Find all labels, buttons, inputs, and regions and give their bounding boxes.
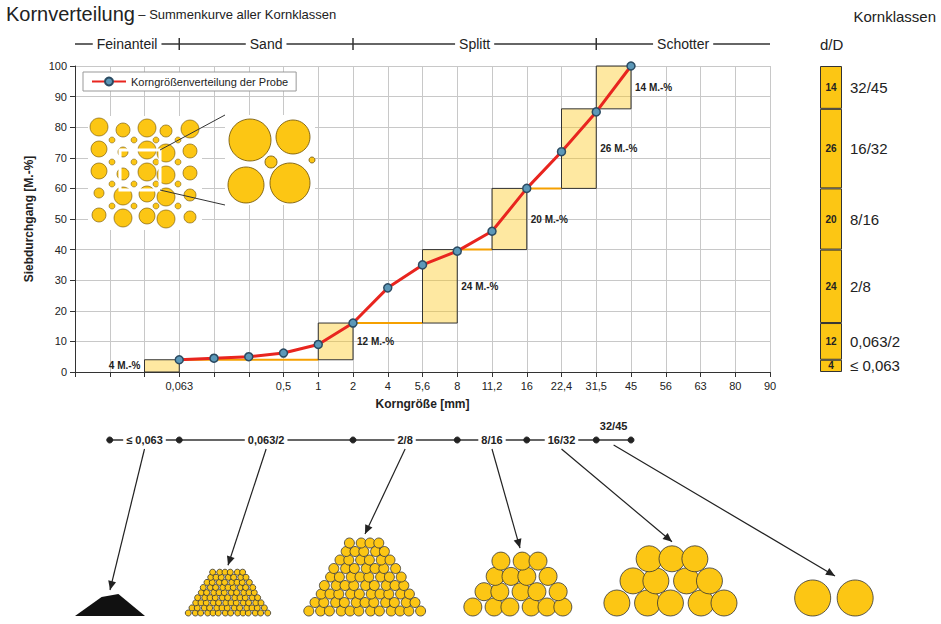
svg-text:26: 26: [825, 143, 837, 154]
svg-text:Korngrößenverteilung der Probe: Korngrößenverteilung der Probe: [131, 76, 288, 88]
svg-text:Kornklassen: Kornklassen: [853, 8, 936, 25]
svg-text:Kornverteilung: Kornverteilung: [6, 3, 135, 25]
svg-text:2: 2: [350, 380, 356, 392]
svg-text:8/16: 8/16: [850, 211, 879, 228]
svg-text:0,5: 0,5: [276, 380, 291, 392]
svg-text:4: 4: [385, 380, 391, 392]
svg-text:26 M.-%: 26 M.-%: [600, 143, 637, 154]
svg-text:4: 4: [828, 360, 834, 371]
svg-text:Sand: Sand: [250, 36, 283, 52]
svg-text:20 M.-%: 20 M.-%: [531, 214, 568, 225]
svg-text:80: 80: [55, 121, 67, 133]
svg-text:100: 100: [49, 60, 67, 72]
svg-text:Schotter: Schotter: [657, 36, 709, 52]
svg-text:10: 10: [55, 335, 67, 347]
svg-text:Splitt: Splitt: [459, 36, 490, 52]
svg-text:– Summenkurve aller Kornklasse: – Summenkurve aller Kornklassen: [138, 7, 336, 22]
svg-text:16/32: 16/32: [850, 140, 888, 157]
svg-text:80: 80: [729, 380, 741, 392]
svg-text:12: 12: [825, 336, 837, 347]
svg-text:22,4: 22,4: [551, 380, 572, 392]
svg-text:≤ 0,063: ≤ 0,063: [126, 434, 163, 446]
svg-text:5,6: 5,6: [415, 380, 430, 392]
svg-text:14 M.-%: 14 M.-%: [635, 82, 672, 93]
svg-text:12 M.-%: 12 M.-%: [357, 336, 394, 347]
svg-text:8/16: 8/16: [481, 434, 502, 446]
svg-text:0,063/2: 0,063/2: [248, 434, 285, 446]
svg-text:20: 20: [55, 305, 67, 317]
svg-text:20: 20: [825, 214, 837, 225]
svg-text:0,063: 0,063: [165, 380, 193, 392]
svg-text:31,5: 31,5: [586, 380, 607, 392]
svg-text:56: 56: [660, 380, 672, 392]
svg-text:14: 14: [825, 82, 837, 93]
svg-text:60: 60: [55, 182, 67, 194]
svg-text:24 M.-%: 24 M.-%: [461, 281, 498, 292]
svg-text:1: 1: [315, 380, 321, 392]
svg-text:0: 0: [61, 366, 67, 378]
svg-text:70: 70: [55, 152, 67, 164]
svg-text:Siebdurchgang [M.-%]: Siebdurchgang [M.-%]: [22, 156, 36, 283]
svg-text:4 M.-%: 4 M.-%: [109, 360, 141, 371]
svg-text:24: 24: [825, 281, 837, 292]
svg-text:2/8: 2/8: [850, 278, 871, 295]
svg-text:50: 50: [55, 213, 67, 225]
svg-text:90: 90: [764, 380, 776, 392]
svg-text:32/45: 32/45: [850, 79, 888, 96]
svg-text:11,2: 11,2: [482, 380, 503, 392]
svg-text:d/D: d/D: [820, 36, 844, 53]
svg-text:0,063/2: 0,063/2: [850, 333, 900, 350]
svg-text:Korngröße [mm]: Korngröße [mm]: [376, 397, 470, 411]
svg-text:Feinanteil: Feinanteil: [97, 36, 158, 52]
svg-text:90: 90: [55, 91, 67, 103]
svg-text:32/45: 32/45: [600, 420, 628, 432]
svg-text:2/8: 2/8: [397, 434, 412, 446]
svg-text:45: 45: [625, 380, 637, 392]
svg-text:≤ 0,063: ≤ 0,063: [850, 357, 900, 374]
svg-text:16: 16: [521, 380, 533, 392]
svg-text:40: 40: [55, 244, 67, 256]
svg-text:30: 30: [55, 274, 67, 286]
svg-text:8: 8: [454, 380, 460, 392]
svg-text:63: 63: [694, 380, 706, 392]
svg-text:16/32: 16/32: [548, 434, 576, 446]
